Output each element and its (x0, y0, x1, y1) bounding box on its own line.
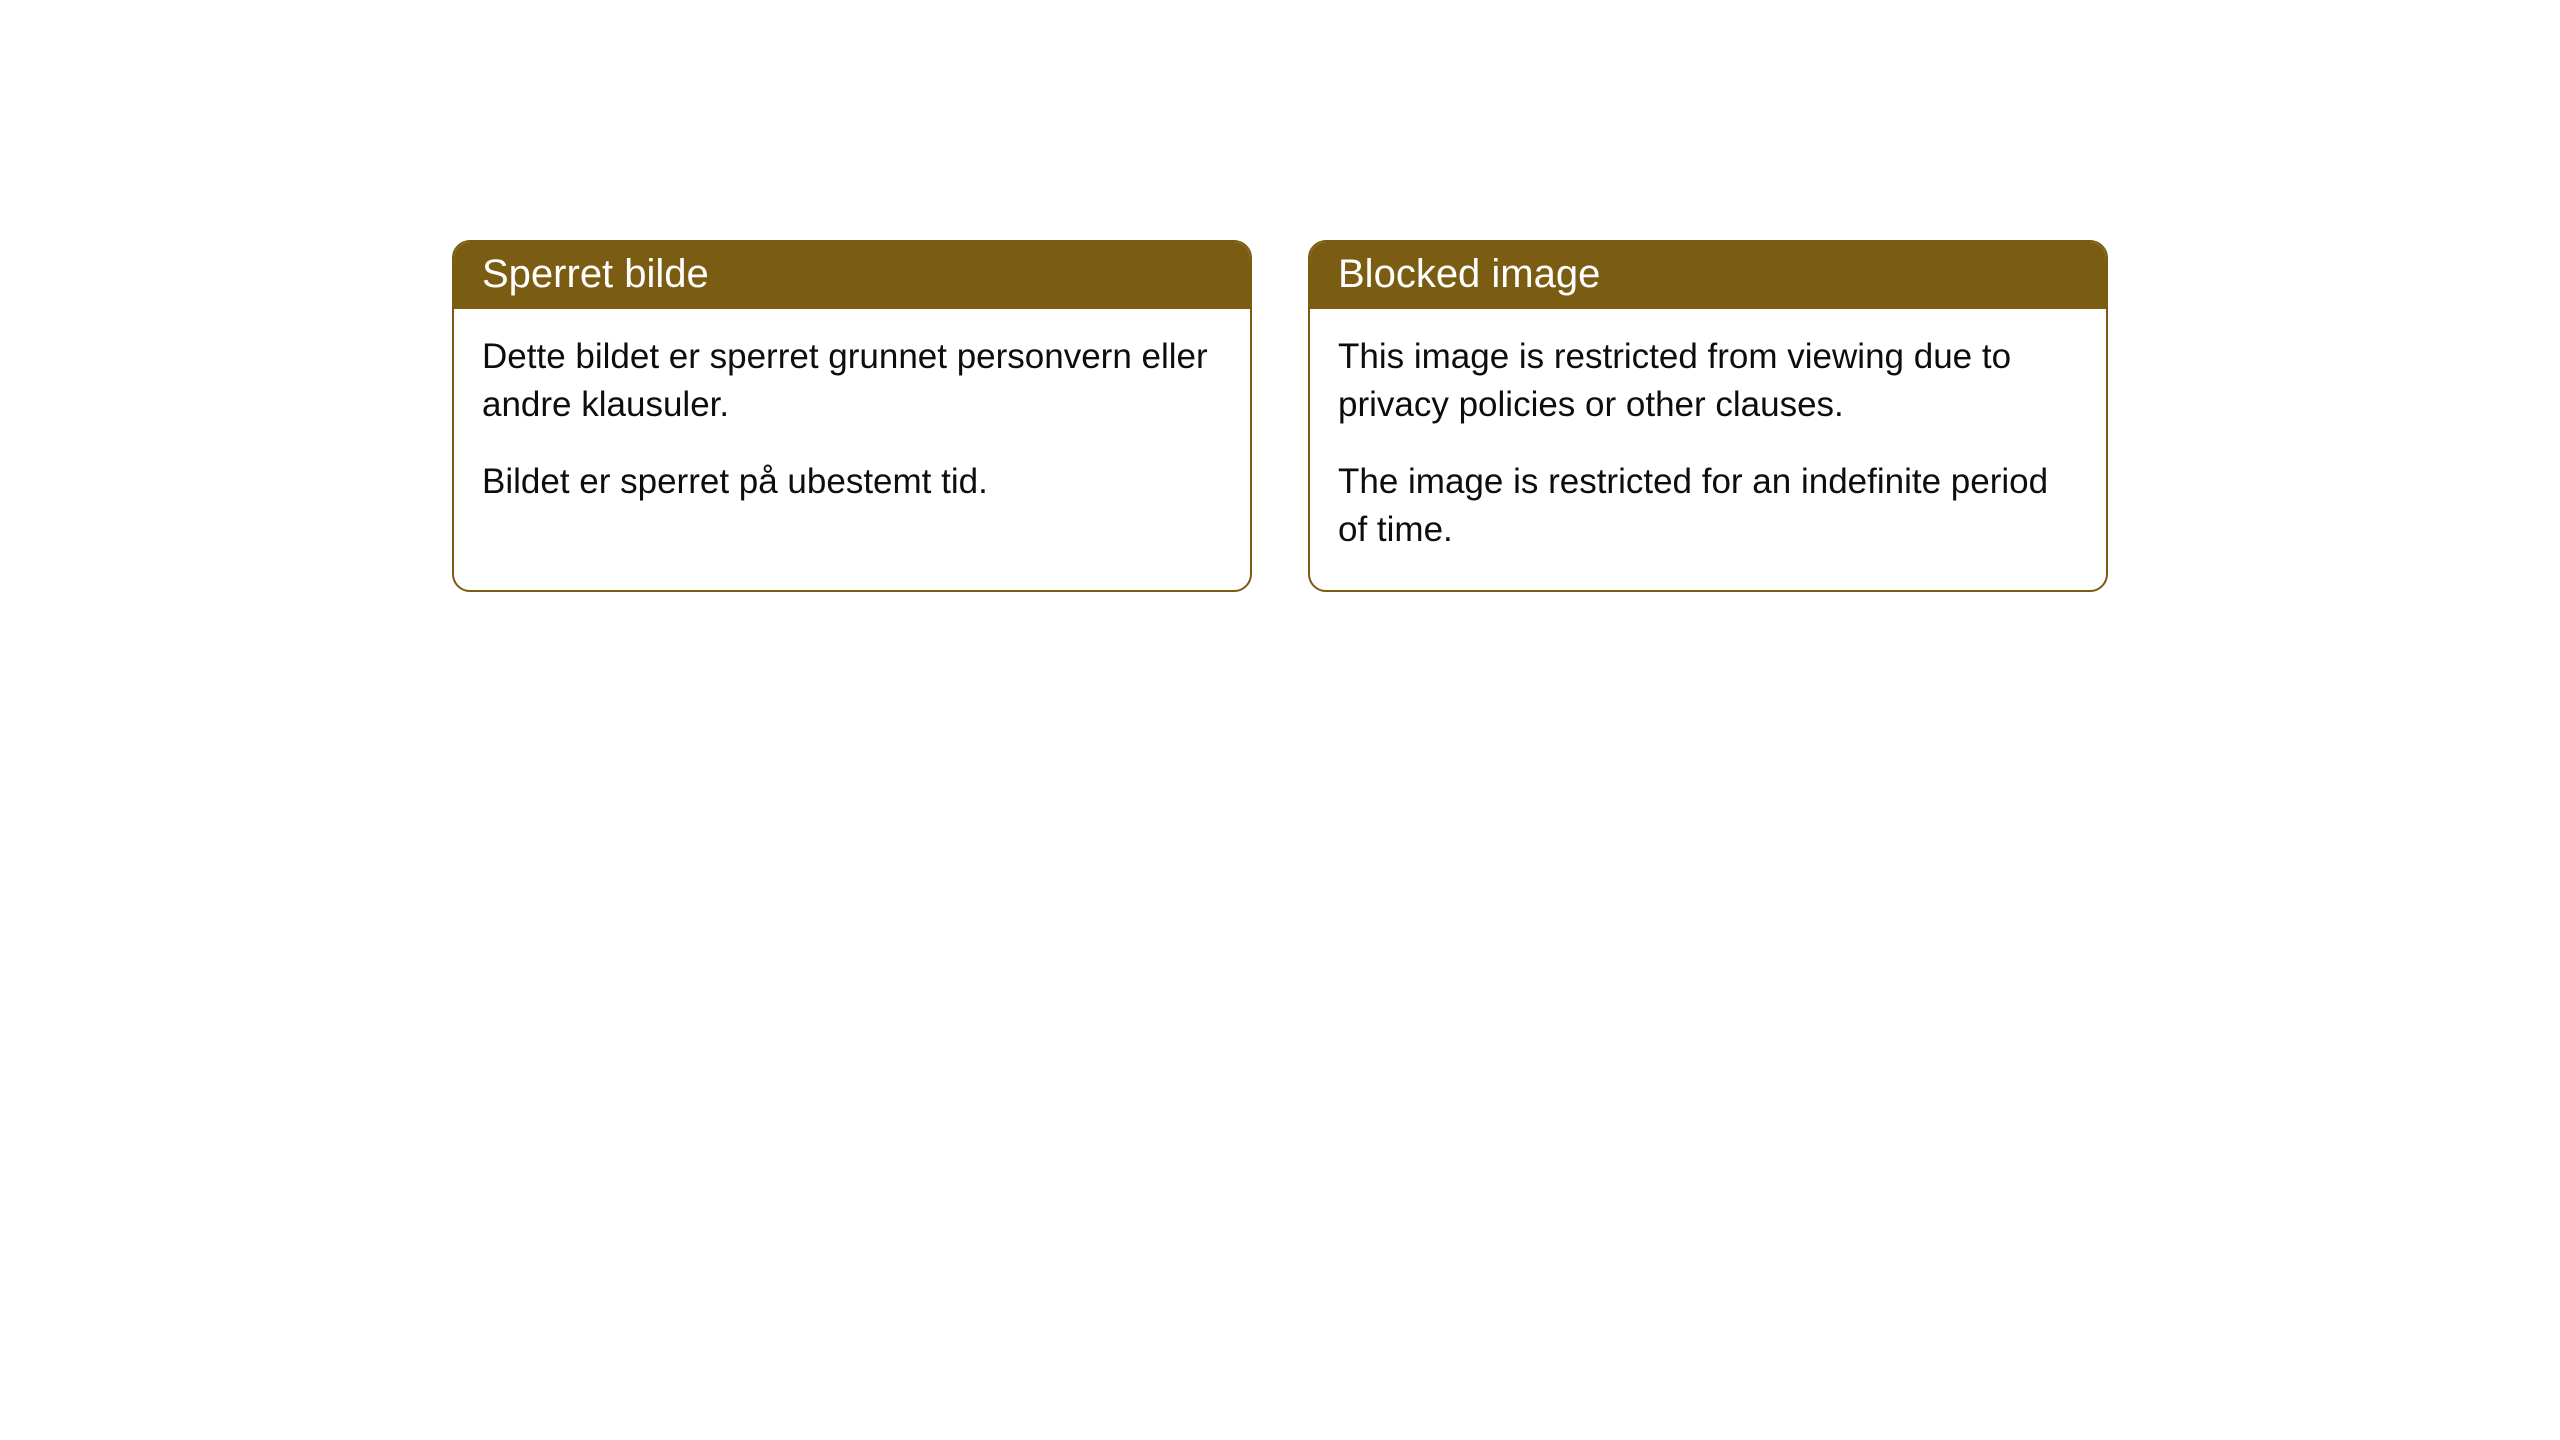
notice-cards-container: Sperret bilde Dette bildet er sperret gr… (452, 240, 2108, 592)
card-paragraph: Dette bildet er sperret grunnet personve… (482, 333, 1222, 430)
notice-card-norwegian: Sperret bilde Dette bildet er sperret gr… (452, 240, 1252, 592)
card-paragraph: Bildet er sperret på ubestemt tid. (482, 458, 1222, 506)
card-body: Dette bildet er sperret grunnet personve… (454, 309, 1250, 542)
card-body: This image is restricted from viewing du… (1310, 309, 2106, 590)
card-title: Blocked image (1338, 252, 1600, 296)
card-header: Sperret bilde (454, 242, 1250, 309)
card-paragraph: The image is restricted for an indefinit… (1338, 458, 2078, 555)
card-header: Blocked image (1310, 242, 2106, 309)
notice-card-english: Blocked image This image is restricted f… (1308, 240, 2108, 592)
card-title: Sperret bilde (482, 252, 709, 296)
card-paragraph: This image is restricted from viewing du… (1338, 333, 2078, 430)
